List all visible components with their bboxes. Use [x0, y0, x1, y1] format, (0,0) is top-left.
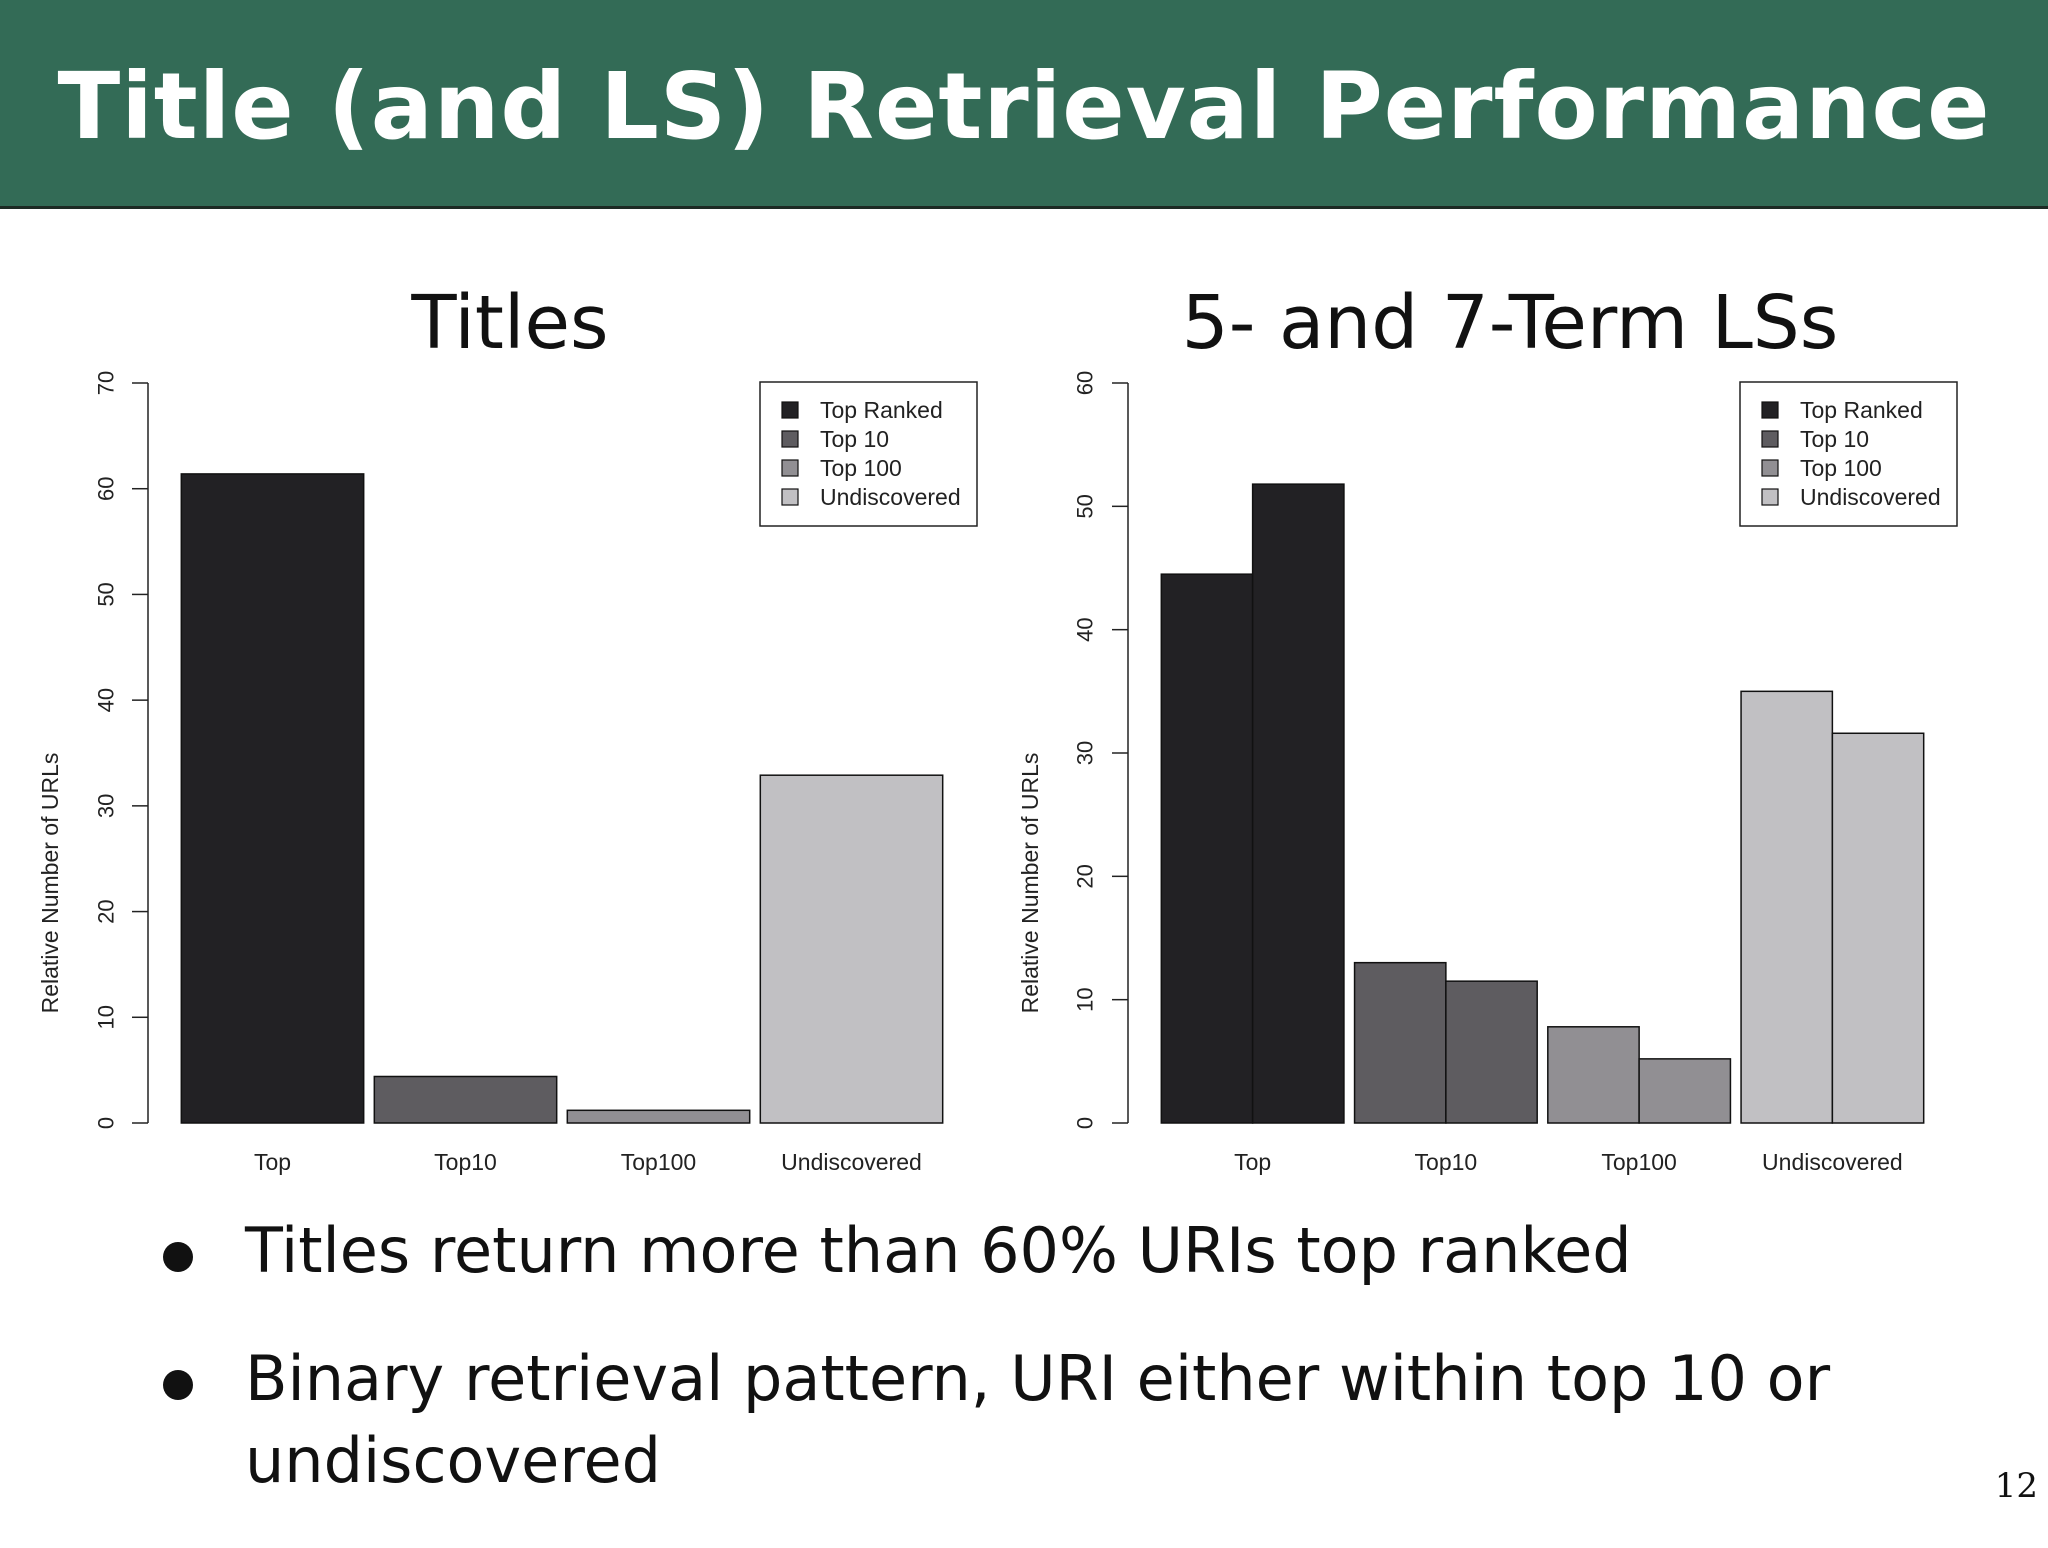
bullet-text: Binary retrieval pattern, URI either wit…	[245, 1342, 1831, 1497]
y-tick-label: 20	[94, 899, 119, 923]
bar	[1251, 483, 1345, 1124]
bar	[1547, 1026, 1640, 1124]
ls-bar-chart: 0 10 20 30 40 50 60 Relative Number of URLs Top T…	[1017, 371, 1958, 1175]
legend-entry: Undiscovered	[820, 484, 961, 510]
y-tick-label: 10	[94, 1005, 119, 1029]
legend-entry: Top 100	[1800, 455, 1882, 481]
y-tick-label: 0	[94, 1117, 119, 1129]
legend-swatch	[1761, 459, 1779, 477]
chart-title-titles: Titles	[411, 280, 609, 366]
legend-entry: Top 10	[1800, 426, 1869, 452]
x-tick-label: Top	[254, 1149, 291, 1175]
bar	[1445, 980, 1538, 1124]
legend-entry: Top Ranked	[820, 397, 943, 423]
legend-swatch	[1761, 488, 1779, 506]
x-tick-label: Undiscovered	[1762, 1149, 1903, 1175]
bar	[1353, 961, 1447, 1124]
y-tick-label: 50	[94, 582, 119, 606]
y-tick-label: 10	[1073, 987, 1098, 1011]
bullet-item: Binary retrieval pattern, URI either wit…	[155, 1338, 1955, 1502]
y-axis-label: Relative Number of URLs	[1017, 753, 1043, 1014]
y-tick-label: 30	[94, 794, 119, 818]
y-tick-label: 0	[1073, 1117, 1098, 1129]
y-tick-label: 30	[1073, 741, 1098, 765]
bar	[1160, 573, 1254, 1124]
bullet-text: Titles return more than 60% URIs top ran…	[245, 1214, 1632, 1287]
bar	[566, 1109, 751, 1124]
legend-entry: Top Ranked	[1800, 397, 1923, 423]
y-tick-label: 70	[94, 371, 119, 395]
bullet-dot-icon	[163, 1242, 193, 1272]
x-tick-label: Top10	[434, 1149, 497, 1175]
y-tick-label: 40	[94, 688, 119, 712]
legend-swatch	[781, 459, 799, 477]
y-axis-label: Relative Number of URLs	[37, 753, 63, 1014]
bar	[1638, 1058, 1732, 1124]
x-tick-label: Top	[1234, 1149, 1271, 1175]
x-tick-label: Top10	[1415, 1149, 1478, 1175]
y-tick-label: 60	[94, 476, 119, 500]
bar	[1831, 732, 1925, 1124]
x-tick-label: Undiscovered	[781, 1149, 922, 1175]
legend-swatch	[781, 430, 799, 448]
bar	[373, 1075, 558, 1124]
y-tick-label: 60	[1073, 371, 1098, 395]
legend-swatch	[781, 488, 799, 506]
bar	[1740, 690, 1834, 1124]
slide-title: Title (and LS) Retrieval Performance	[57, 53, 1991, 160]
legend-swatch	[1761, 401, 1779, 419]
titles-bar-chart: 0 10 20 30 40 50 60 70 Relative Number of URLs To…	[37, 371, 978, 1175]
legend-swatch	[781, 401, 799, 419]
bullet-dot-icon	[163, 1370, 193, 1400]
legend-entry: Top 100	[820, 455, 902, 481]
page-number: 12	[1994, 1466, 2038, 1506]
y-tick-label: 50	[1073, 494, 1098, 518]
chart-title-ls: 5- and 7-Term LSs	[1181, 280, 1839, 366]
y-tick-label: 40	[1073, 617, 1098, 641]
legend-entry: Top 10	[820, 426, 889, 452]
x-tick-label: Top100	[1601, 1149, 1676, 1175]
bullet-item: Titles return more than 60% URIs top ran…	[155, 1210, 1955, 1292]
bullet-list: Titles return more than 60% URIs top ran…	[155, 1210, 1955, 1548]
bar	[180, 473, 365, 1124]
x-tick-label: Top100	[621, 1149, 696, 1175]
legend-swatch	[1761, 430, 1779, 448]
bar	[759, 774, 944, 1124]
slide-header: Title (and LS) Retrieval Performance	[0, 0, 2048, 209]
y-tick-label: 20	[1073, 864, 1098, 888]
legend-entry: Undiscovered	[1800, 484, 1941, 510]
